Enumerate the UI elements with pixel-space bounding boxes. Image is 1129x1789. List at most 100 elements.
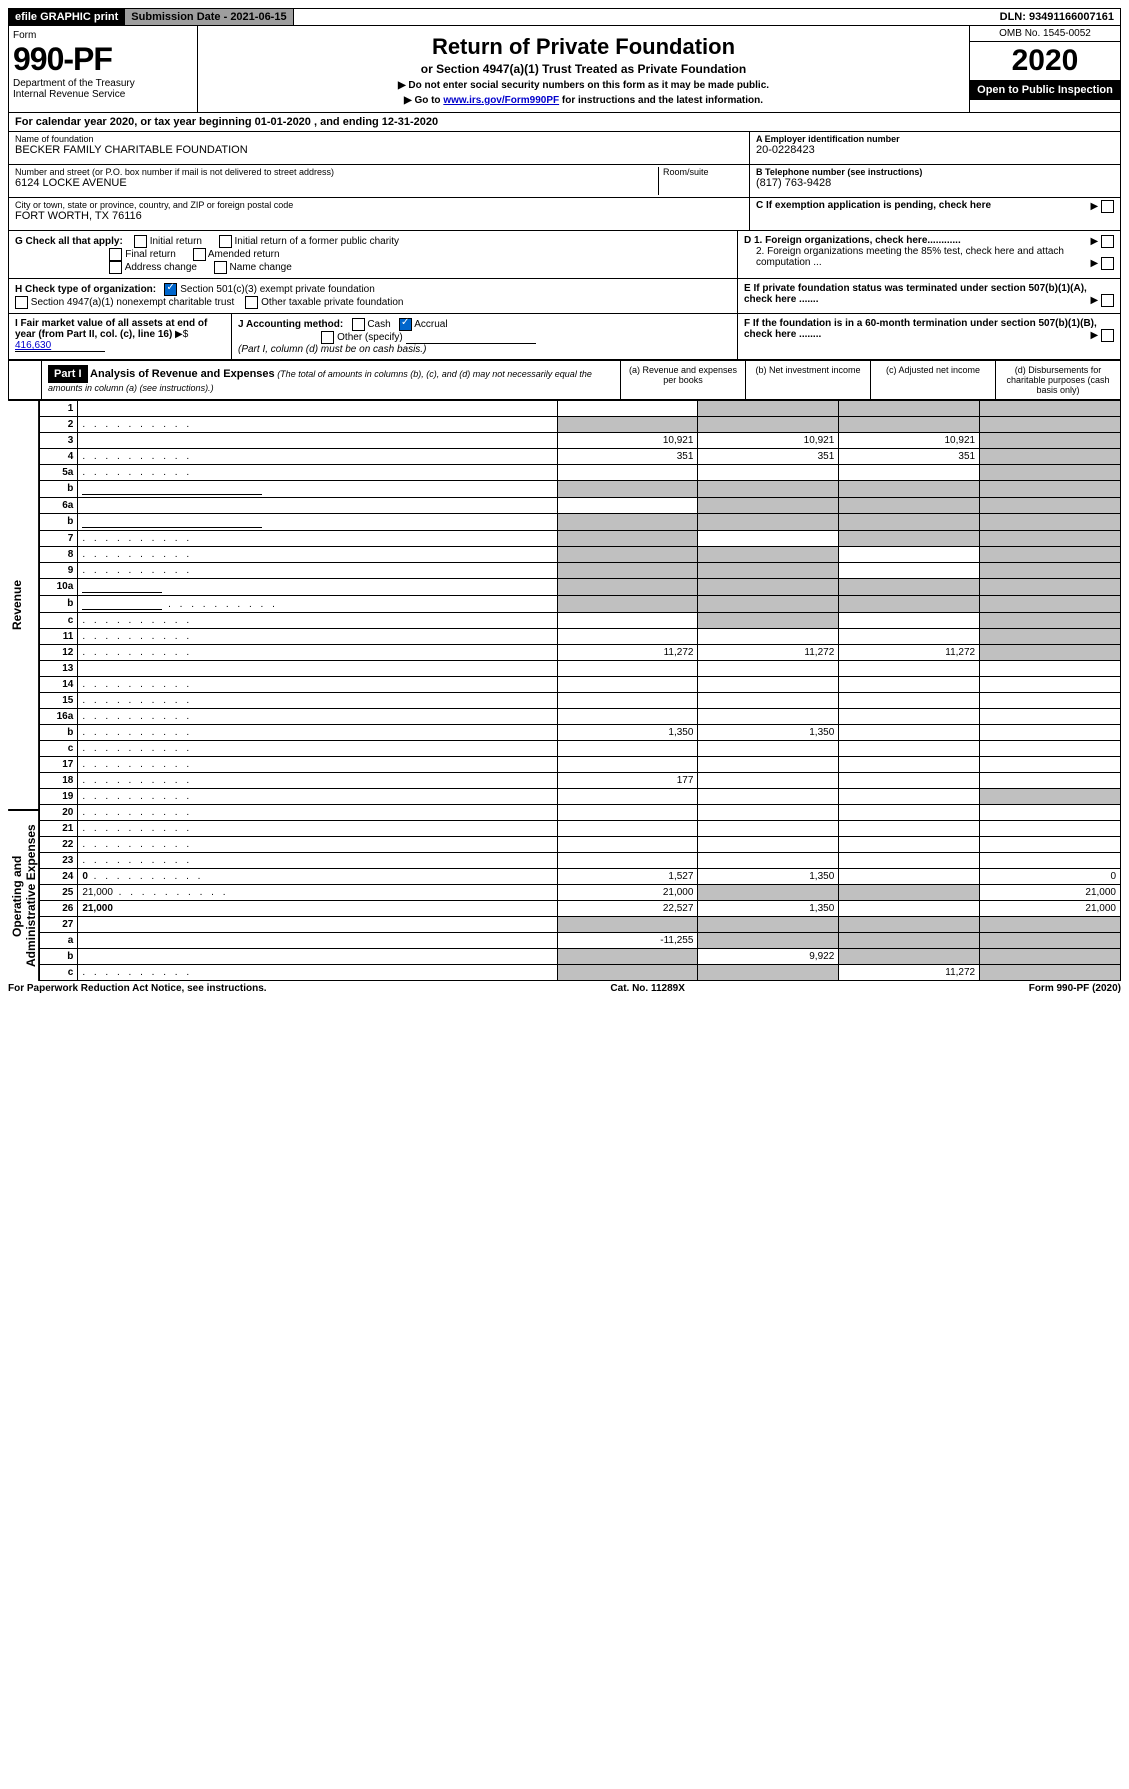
- line-description: [78, 401, 557, 417]
- col-b-value: [698, 773, 839, 789]
- e-checkbox[interactable]: [1101, 294, 1114, 307]
- col-c-value: [839, 725, 980, 741]
- table-row: 14: [40, 677, 1121, 693]
- instruction-1: ▶ Do not enter social security numbers o…: [204, 80, 963, 91]
- col-d-value: [980, 757, 1121, 773]
- initial-former-label: Initial return of a former public charit…: [235, 236, 400, 247]
- col-c-value: [839, 465, 980, 481]
- city-label: City or town, state or province, country…: [15, 200, 743, 210]
- table-row: 5a: [40, 465, 1121, 481]
- col-c-value: 10,921: [839, 433, 980, 449]
- table-row: 2521,00021,00021,000: [40, 885, 1121, 901]
- col-a-value: 21,000: [557, 885, 698, 901]
- part1-label: Part I: [48, 365, 88, 383]
- line-description: [78, 417, 557, 433]
- h-other-checkbox[interactable]: [245, 296, 258, 309]
- form-header: Form 990-PF Department of the Treasury I…: [8, 26, 1121, 113]
- table-row: 10a: [40, 579, 1121, 596]
- table-row: b1,3501,350: [40, 725, 1121, 741]
- line-number: a: [40, 933, 78, 949]
- h-opt1-label: Section 501(c)(3) exempt private foundat…: [180, 284, 375, 295]
- col-d-value: 21,000: [980, 885, 1121, 901]
- col-c-value: [839, 821, 980, 837]
- f-checkbox[interactable]: [1101, 329, 1114, 342]
- d2-label: 2. Foreign organizations meeting the 85%…: [756, 246, 1064, 268]
- col-a-value: [557, 563, 698, 579]
- col-d-value: [980, 773, 1121, 789]
- irs-link[interactable]: www.irs.gov/Form990PF: [443, 95, 559, 106]
- ein-cell: A Employer identification number 20-0228…: [750, 132, 1120, 165]
- col-b-value: 11,272: [698, 645, 839, 661]
- col-a-value: [557, 677, 698, 693]
- d1-checkbox[interactable]: [1101, 235, 1114, 248]
- foundation-name: BECKER FAMILY CHARITABLE FOUNDATION: [15, 144, 743, 156]
- col-b-value: [698, 741, 839, 757]
- amended-return-checkbox[interactable]: [193, 248, 206, 261]
- line-description: [78, 853, 557, 869]
- col-b-value: [698, 465, 839, 481]
- col-b-value: [698, 917, 839, 933]
- address-change-checkbox[interactable]: [109, 261, 122, 274]
- col-a-value: 1,350: [557, 725, 698, 741]
- table-row: c11,272: [40, 965, 1121, 981]
- initial-former-checkbox[interactable]: [219, 235, 232, 248]
- room-label: Room/suite: [663, 167, 743, 177]
- col-a-value: [557, 547, 698, 563]
- d2-checkbox[interactable]: [1101, 257, 1114, 270]
- ein-label: A Employer identification number: [756, 134, 1114, 144]
- initial-return-label: Initial return: [150, 236, 202, 247]
- section-ij: I Fair market value of all assets at end…: [8, 314, 1121, 360]
- line-number: 15: [40, 693, 78, 709]
- other-method-checkbox[interactable]: [321, 331, 334, 344]
- e-section: E If private foundation status was termi…: [738, 279, 1120, 313]
- table-row: b: [40, 481, 1121, 498]
- analysis-table: 12310,92110,92110,92143513513515ab 6ab 7…: [39, 400, 1121, 981]
- col-a-value: [557, 596, 698, 613]
- fmv-value[interactable]: 416,630: [15, 340, 105, 352]
- col-b-value: [698, 837, 839, 853]
- initial-return-checkbox[interactable]: [134, 235, 147, 248]
- col-a-value: 11,272: [557, 645, 698, 661]
- table-row: 7: [40, 531, 1121, 547]
- form-number: 990-PF: [13, 41, 193, 78]
- c-checkbox[interactable]: [1101, 200, 1114, 213]
- col-d-value: 0: [980, 869, 1121, 885]
- col-d-value: [980, 709, 1121, 725]
- col-a-value: [557, 613, 698, 629]
- header-center: Return of Private Foundation or Section …: [198, 26, 969, 112]
- line-description: [78, 965, 557, 981]
- line-description: 21,000: [78, 901, 557, 917]
- cash-checkbox[interactable]: [352, 318, 365, 331]
- line-number: b: [40, 725, 78, 741]
- line-number: 10a: [40, 579, 78, 596]
- line-description: [78, 498, 557, 514]
- final-return-checkbox[interactable]: [109, 248, 122, 261]
- part1-header: Part I Analysis of Revenue and Expenses …: [8, 360, 1121, 400]
- expenses-side-label: Operating and Administrative Expenses: [8, 810, 39, 981]
- line-number: 3: [40, 433, 78, 449]
- col-a-value: [557, 465, 698, 481]
- col-d-value: [980, 547, 1121, 563]
- line-number: b: [40, 514, 78, 531]
- accrual-checkbox[interactable]: [399, 318, 412, 331]
- col-d-value: [980, 693, 1121, 709]
- col-b-value: [698, 805, 839, 821]
- col-b-value: [698, 885, 839, 901]
- h-opt3-label: Other taxable private foundation: [261, 297, 403, 308]
- line-number: 4: [40, 449, 78, 465]
- h-4947-checkbox[interactable]: [15, 296, 28, 309]
- table-row: 19: [40, 789, 1121, 805]
- line-description: 0: [78, 869, 557, 885]
- line-description: [78, 693, 557, 709]
- line-number: 25: [40, 885, 78, 901]
- col-a-value: [557, 693, 698, 709]
- line-description: [78, 465, 557, 481]
- line-description: [78, 514, 557, 531]
- line-description: [78, 917, 557, 933]
- name-change-checkbox[interactable]: [214, 261, 227, 274]
- line-description: [78, 725, 557, 741]
- open-to-public: Open to Public Inspection: [970, 80, 1120, 100]
- line-description: [78, 709, 557, 725]
- h-501c3-checkbox[interactable]: [164, 283, 177, 296]
- col-a-value: [557, 579, 698, 596]
